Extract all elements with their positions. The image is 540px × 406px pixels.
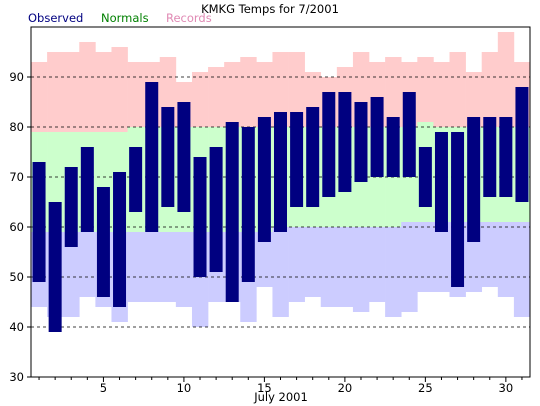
- y-tick-label: 90: [9, 70, 24, 84]
- observed-bar: [402, 92, 416, 177]
- record-low-band: [288, 227, 305, 302]
- observed-bar: [80, 147, 94, 232]
- y-tick-label: 30: [9, 370, 24, 384]
- x-tick-label: 5: [100, 381, 107, 395]
- observed-bar: [434, 132, 448, 232]
- record-low-band: [272, 227, 289, 317]
- y-tick-label: 70: [9, 170, 24, 184]
- record-high-band: [497, 32, 515, 127]
- record-high-band: [272, 52, 289, 127]
- observed-bar: [48, 202, 62, 332]
- record-high-band: [240, 57, 257, 127]
- legend-records: Records: [166, 11, 212, 25]
- record-high-band: [191, 72, 209, 127]
- observed-bar: [161, 107, 175, 207]
- legend-observed: Observed: [28, 11, 83, 25]
- record-low-band: [369, 227, 386, 302]
- observed-bar: [354, 102, 368, 182]
- record-low-band: [336, 227, 354, 307]
- record-high-band: [95, 52, 112, 132]
- x-axis-label: July 2001: [253, 390, 308, 404]
- record-high-band: [465, 72, 483, 127]
- legend-normals: Normals: [101, 11, 149, 25]
- record-low-band: [497, 222, 515, 297]
- record-low-band: [143, 232, 161, 302]
- observed-bar: [241, 127, 255, 282]
- observed-bar: [418, 147, 432, 207]
- observed-bar: [499, 117, 513, 197]
- record-high-band: [47, 52, 64, 132]
- observed-bar: [515, 87, 529, 202]
- record-high-band: [79, 42, 96, 132]
- y-tick-label: 80: [9, 120, 24, 134]
- observed-bar: [467, 117, 481, 242]
- observed-bar: [113, 172, 127, 307]
- record-low-band: [352, 227, 370, 312]
- record-low-band: [481, 222, 499, 287]
- record-low-band: [304, 227, 322, 297]
- observed-bar: [64, 167, 78, 247]
- record-low-band: [385, 227, 402, 317]
- record-low-band: [159, 232, 177, 302]
- observed-bar: [257, 117, 271, 242]
- record-low-band: [256, 232, 273, 287]
- observed-bar: [306, 107, 320, 207]
- observed-bar: [483, 117, 497, 197]
- observed-bar: [370, 97, 384, 177]
- observed-bar: [322, 92, 336, 197]
- observed-bar: [209, 147, 223, 272]
- x-tick-label: 25: [418, 381, 433, 395]
- record-high-band: [385, 57, 402, 127]
- observed-bar: [338, 92, 352, 192]
- x-axis: 5 10 15 20 25 30: [38, 377, 523, 395]
- observed-bar: [32, 162, 46, 282]
- record-low-band: [63, 232, 80, 317]
- record-low-band: [513, 222, 531, 317]
- record-high-band: [31, 62, 48, 132]
- observed-bar: [225, 122, 239, 302]
- record-high-band: [111, 47, 128, 132]
- observed-bar: [177, 102, 191, 212]
- y-tick-label: 40: [9, 320, 24, 334]
- observed-bar: [145, 82, 159, 232]
- record-high-band: [288, 52, 305, 127]
- x-tick-label: 10: [177, 381, 192, 395]
- record-low-band: [175, 232, 193, 307]
- record-high-band: [63, 52, 80, 132]
- x-tick-label: 15: [257, 381, 272, 395]
- record-high-band: [256, 62, 273, 127]
- record-low-band: [79, 232, 96, 297]
- observed-bar: [129, 147, 143, 212]
- observed-bar: [451, 132, 465, 287]
- observed-bar: [193, 157, 207, 277]
- record-high-band: [449, 52, 466, 127]
- record-high-band: [433, 62, 450, 127]
- observed-bar-layer: [32, 82, 529, 332]
- x-tick-label: 30: [499, 381, 514, 395]
- observed-bar: [290, 112, 304, 207]
- record-high-band: [127, 62, 144, 127]
- y-axis: 30 40 50 60 70 80 90: [9, 70, 31, 384]
- record-low-band: [433, 222, 450, 292]
- y-tick-label: 60: [9, 220, 24, 234]
- observed-bar: [96, 187, 110, 297]
- record-low-band: [401, 222, 418, 312]
- record-high-band: [481, 52, 499, 127]
- record-low-band: [417, 222, 434, 292]
- record-high-band: [208, 67, 225, 127]
- record-low-band: [320, 227, 338, 307]
- chart-title: KMKG Temps for 7/2001: [201, 2, 339, 16]
- y-tick-label: 50: [9, 270, 24, 284]
- x-tick-label: 20: [338, 381, 353, 395]
- record-high-band: [224, 62, 241, 127]
- observed-bar: [274, 112, 287, 232]
- observed-bar: [386, 117, 400, 177]
- record-high-band: [417, 57, 434, 122]
- record-low-band: [127, 232, 144, 302]
